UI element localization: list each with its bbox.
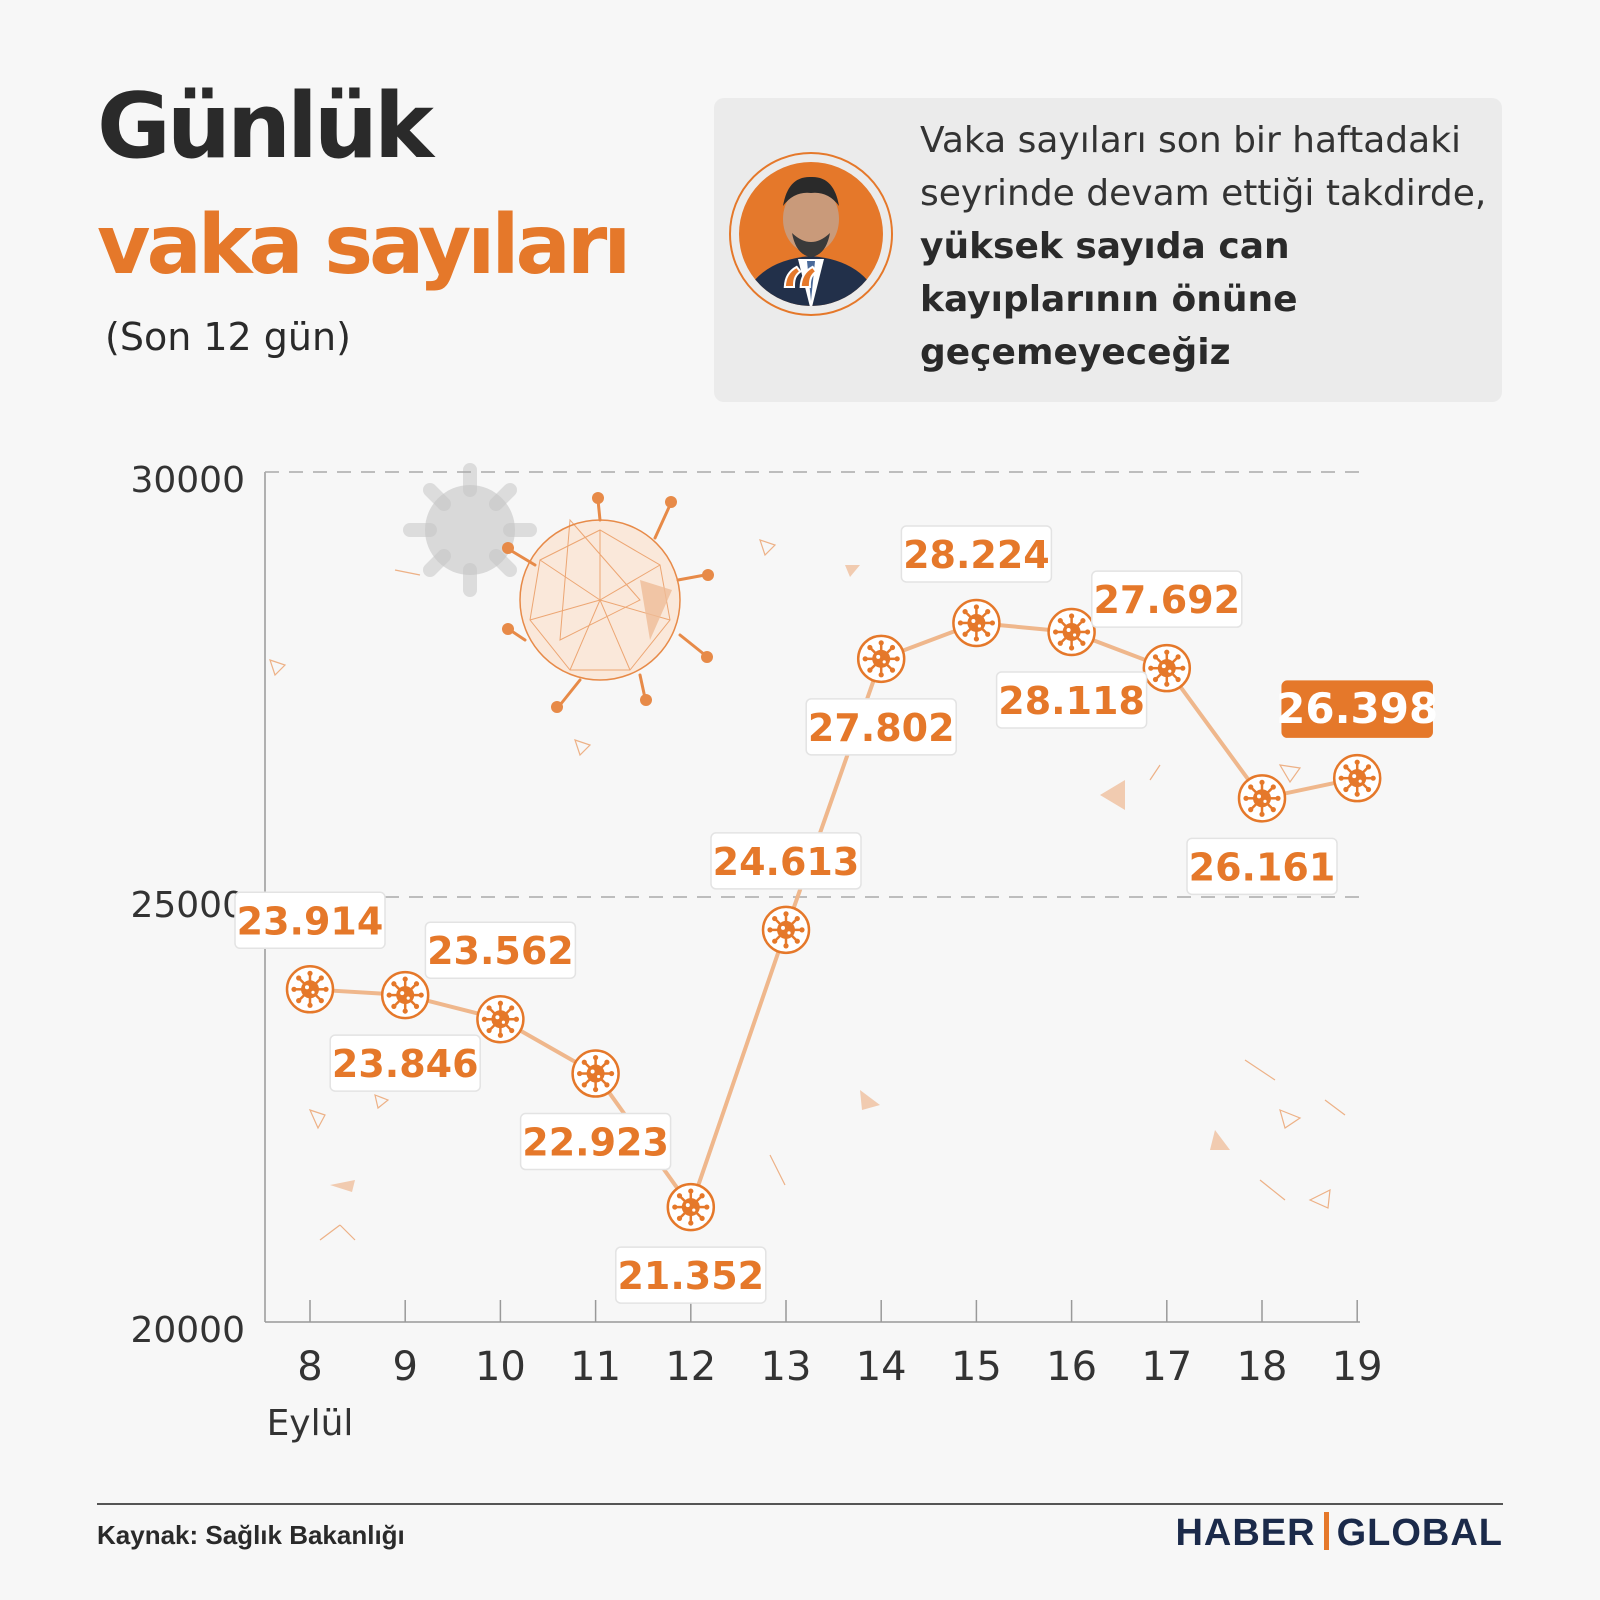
data-label-text: 27.802 bbox=[808, 706, 955, 750]
data-point-virus-icon bbox=[476, 994, 525, 1044]
data-point-virus-icon bbox=[1047, 607, 1096, 657]
data-label-text: 21.352 bbox=[617, 1254, 764, 1298]
data-point-virus-icon bbox=[856, 634, 906, 684]
brand-left: HABER bbox=[1175, 1512, 1316, 1554]
data-point-virus-icon bbox=[1142, 643, 1192, 693]
data-label-text: 27.692 bbox=[1093, 578, 1240, 622]
data-label: 23.562 bbox=[424, 921, 577, 979]
x-tick-label: 12 bbox=[665, 1344, 716, 1390]
data-label-text: 26.398 bbox=[1276, 684, 1438, 733]
series-line-segment bbox=[1164, 666, 1264, 801]
data-point-virus-icon bbox=[666, 1182, 716, 1232]
x-tick-label: 9 bbox=[392, 1344, 417, 1390]
x-tick-label: 18 bbox=[1237, 1344, 1288, 1390]
brand-separator bbox=[1323, 1512, 1329, 1550]
x-tick-label: 13 bbox=[761, 1344, 812, 1390]
data-label: 21.352 bbox=[615, 1246, 767, 1304]
quote-text-normal: Vaka sayıları son bir haftadaki seyrinde… bbox=[920, 120, 1487, 214]
data-label: 23.846 bbox=[329, 1034, 481, 1092]
data-label: 23.914 bbox=[234, 891, 386, 950]
data-label-text: 26.161 bbox=[1189, 845, 1336, 889]
title-line-1: Günlük bbox=[97, 74, 434, 179]
decorative-filled-shapes-icon bbox=[330, 565, 1230, 1192]
x-tick-label: 14 bbox=[856, 1344, 907, 1390]
data-label-text: 24.613 bbox=[713, 840, 860, 884]
data-label: 27.692 bbox=[1091, 570, 1243, 628]
data-point-virus-icon bbox=[1332, 753, 1382, 803]
x-tick-label: 19 bbox=[1332, 1344, 1383, 1390]
data-label-text: 28.118 bbox=[998, 679, 1145, 723]
data-label: 27.802 bbox=[805, 698, 957, 756]
portrait-avatar: “ bbox=[729, 152, 893, 317]
decorative-shapes-icon bbox=[269, 539, 1346, 1241]
x-tick-label: 17 bbox=[1141, 1344, 1192, 1390]
data-label: 24.613 bbox=[710, 832, 862, 890]
data-label: 28.224 bbox=[900, 525, 1053, 583]
y-tick-label: 20000 bbox=[130, 1310, 245, 1351]
x-tick-label: 15 bbox=[951, 1344, 1002, 1390]
data-point-virus-icon bbox=[952, 598, 1001, 648]
quote-text-bold: yüksek sayıda can kayıplarının önüne geç… bbox=[920, 226, 1298, 373]
data-label-text: 28.224 bbox=[903, 533, 1050, 577]
x-tick-label: 10 bbox=[475, 1344, 526, 1390]
data-point-virus-icon bbox=[380, 970, 430, 1020]
title-line-2: vaka sayıları bbox=[97, 198, 631, 293]
series-line-segment bbox=[688, 927, 788, 1210]
x-month-label: Eylül bbox=[267, 1403, 354, 1444]
virus-illustration-icon bbox=[403, 463, 714, 713]
data-point-virus-icon bbox=[761, 905, 811, 955]
data-label-text: 23.846 bbox=[332, 1042, 479, 1086]
data-label-text: 23.562 bbox=[427, 929, 574, 973]
data-label-text: 22.923 bbox=[522, 1121, 669, 1165]
y-tick-label: 30000 bbox=[130, 460, 245, 501]
subtitle: (Son 12 gün) bbox=[105, 315, 351, 359]
quote-text: Vaka sayıları son bir haftadaki seyrinde… bbox=[920, 114, 1500, 379]
footer-divider bbox=[97, 1503, 1503, 1505]
brand-right: GLOBAL bbox=[1336, 1512, 1503, 1554]
brand-logo: HABER GLOBAL bbox=[1175, 1512, 1503, 1555]
source-text: Kaynak: Sağlık Bakanlığı bbox=[97, 1520, 405, 1550]
x-tick-label: 11 bbox=[570, 1344, 621, 1390]
data-point-virus-icon bbox=[285, 965, 335, 1014]
data-point-virus-icon bbox=[571, 1049, 620, 1098]
x-tick-label: 16 bbox=[1046, 1344, 1097, 1390]
quote-mark-icon: “ bbox=[780, 253, 820, 317]
data-point-virus-icon bbox=[1237, 774, 1287, 823]
data-label-text: 23.914 bbox=[237, 899, 384, 943]
x-tick-label: 8 bbox=[297, 1344, 322, 1390]
data-label: 26.398 bbox=[1276, 680, 1438, 738]
data-label: 22.923 bbox=[519, 1112, 672, 1171]
y-tick-label: 25000 bbox=[130, 885, 245, 926]
data-label: 28.118 bbox=[995, 671, 1148, 729]
data-label: 26.161 bbox=[1186, 837, 1338, 896]
